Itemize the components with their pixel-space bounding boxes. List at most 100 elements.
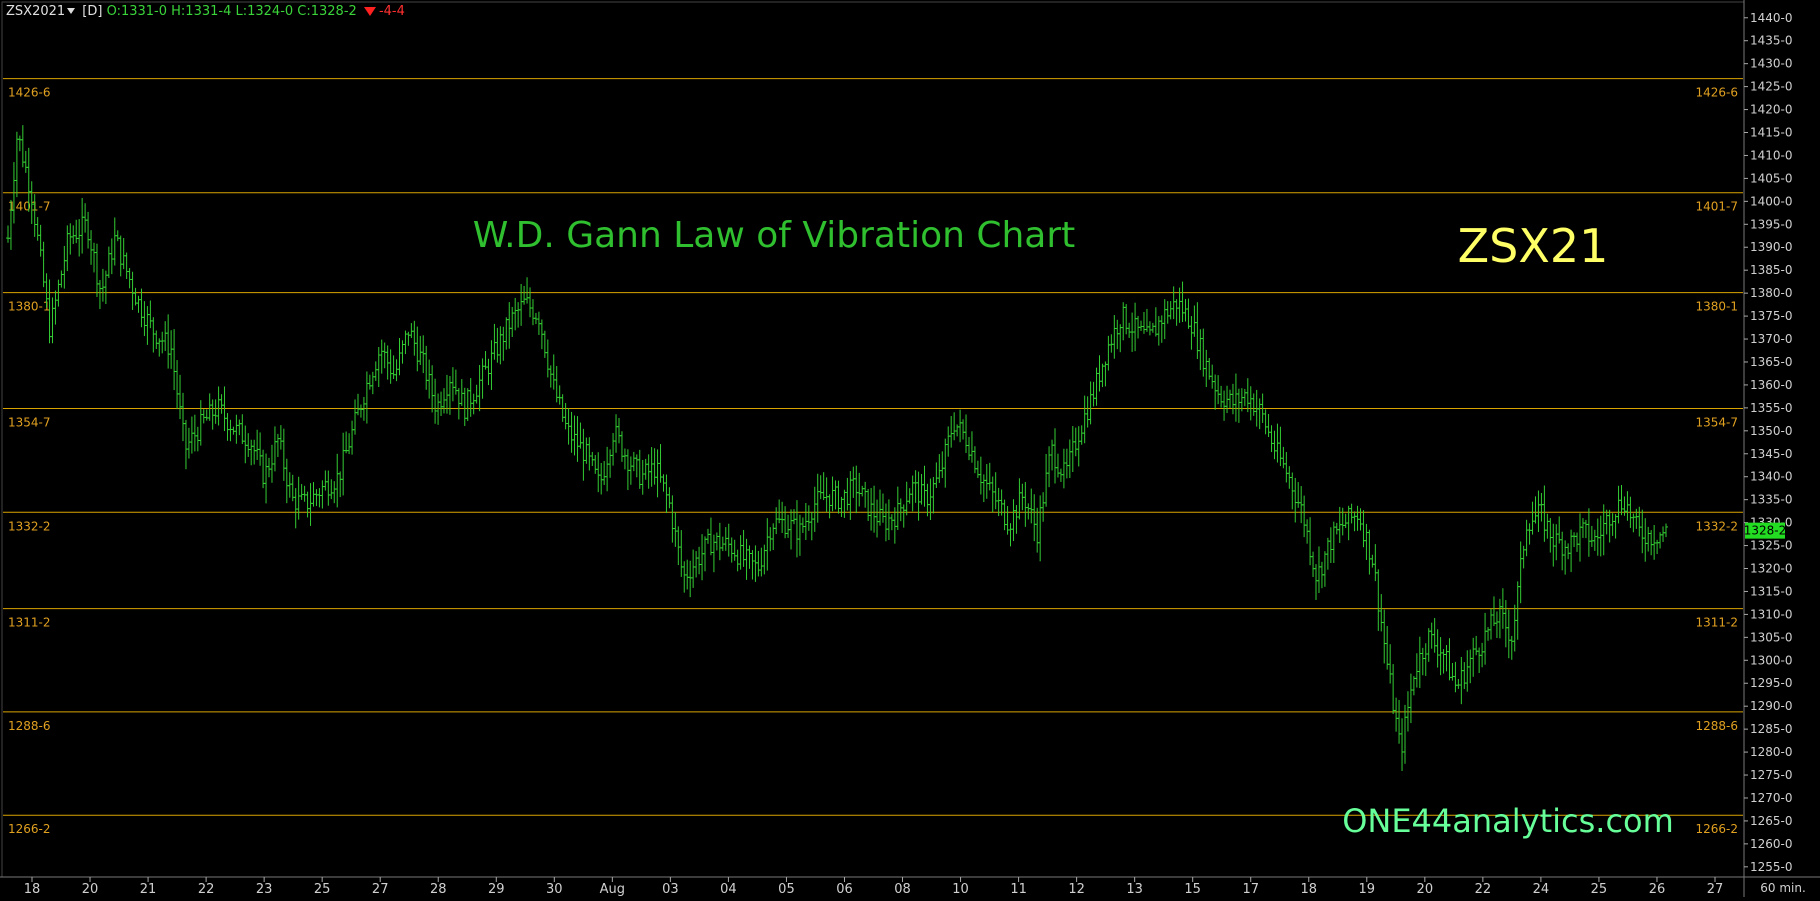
y-tick-label: 1365-0 — [1750, 355, 1793, 369]
x-tick-label: 06 — [836, 882, 853, 897]
level-label-left: 1380-1 — [8, 300, 51, 314]
x-tick-label: 17 — [1242, 882, 1259, 897]
x-tick-label: 21 — [140, 882, 157, 897]
time-axis: 18 20 21 22 23 25 27 28 29 30 Aug 03 04 05 06 08 10 11 12 1… — [24, 877, 1724, 897]
y-tick-label: 1370-0 — [1750, 332, 1793, 346]
level-label-left: 1288-6 — [8, 719, 51, 733]
y-tick-label: 1270-0 — [1750, 791, 1793, 805]
level-label-right: 1311-2 — [1695, 616, 1738, 630]
price-bars — [6, 125, 1668, 771]
x-tick-label: 18 — [1300, 882, 1317, 897]
symbol-name[interactable]: ZSX2021 — [6, 4, 66, 19]
y-tick-label: 1435-0 — [1750, 34, 1793, 48]
y-tick-label: 1395-0 — [1750, 217, 1793, 231]
x-tick-label: 27 — [1707, 882, 1724, 897]
y-tick-label: 1400-0 — [1750, 194, 1793, 208]
x-tick-label: 28 — [430, 882, 447, 897]
x-tick-label: 18 — [24, 882, 41, 897]
level-label-right: 1426-6 — [1695, 86, 1738, 100]
last-price-label: 1328-2 — [1744, 524, 1787, 538]
x-tick-label: 11 — [1010, 882, 1027, 897]
ohlc-readout: O:1331-0 H:1331-4 L:1324-0 C:1328-2 — [106, 4, 357, 19]
x-tick-label: 10 — [952, 882, 969, 897]
y-tick-label: 1415-0 — [1750, 126, 1793, 140]
price-axis: 1440-0 1435-0 1430-0 1425-0 1420-0 1415-0 1410… — [1744, 11, 1793, 874]
x-tick-label: 24 — [1533, 882, 1550, 897]
y-tick-label: 1385-0 — [1750, 263, 1793, 277]
level-label-right: 1332-2 — [1695, 519, 1738, 533]
y-tick-label: 1410-0 — [1750, 148, 1793, 162]
y-tick-label: 1275-0 — [1750, 768, 1793, 782]
level-label-right: 1401-7 — [1695, 200, 1738, 214]
chart-title: W.D. Gann Law of Vibration Chart — [473, 215, 1076, 256]
x-tick-label: 20 — [1417, 882, 1434, 897]
y-tick-label: 1305-0 — [1750, 630, 1793, 644]
x-tick-label: 25 — [1591, 882, 1608, 897]
x-tick-label: 20 — [82, 882, 99, 897]
level-label-left: 1311-2 — [8, 616, 51, 630]
y-tick-label: 1335-0 — [1750, 493, 1793, 507]
x-tick-label: 05 — [778, 882, 795, 897]
x-tick-label: Aug — [600, 882, 625, 897]
y-tick-label: 1300-0 — [1750, 653, 1793, 667]
level-label-left: 1426-6 — [8, 86, 51, 100]
chart-header: ZSX2021 [D] O:1331-0 H:1331-4 L:1324-0 C… — [6, 4, 405, 19]
gann-levels: 1426-61426-61401-71401-71380-11380-11354… — [3, 78, 1743, 836]
y-tick-label: 1325-0 — [1750, 539, 1793, 553]
y-tick-label: 1285-0 — [1750, 722, 1793, 736]
symbol-label: ZSX21 — [1458, 219, 1609, 273]
x-tick-label: 22 — [1475, 882, 1492, 897]
y-tick-label: 1265-0 — [1750, 814, 1793, 828]
y-tick-label: 1255-0 — [1750, 860, 1793, 874]
y-tick-label: 1295-0 — [1750, 676, 1793, 690]
x-tick-label: 03 — [662, 882, 679, 897]
x-tick-label: 08 — [894, 882, 911, 897]
y-tick-label: 1315-0 — [1750, 584, 1793, 598]
down-triangle-icon — [363, 7, 376, 16]
last-price-badge — [1745, 522, 1785, 539]
watermark: ONE44analytics.com — [1342, 802, 1674, 840]
y-tick-label: 1260-0 — [1750, 837, 1793, 851]
x-tick-label: 25 — [314, 882, 331, 897]
x-tick-label: 12 — [1068, 882, 1085, 897]
y-tick-label: 1405-0 — [1750, 171, 1793, 185]
y-tick-label: 1310-0 — [1750, 607, 1793, 621]
x-tick-label: 15 — [1184, 882, 1201, 897]
level-label-left: 1332-2 — [8, 519, 51, 533]
x-tick-label: 26 — [1649, 882, 1666, 897]
x-tick-label: 04 — [720, 882, 737, 897]
level-label-right: 1354-7 — [1695, 415, 1738, 429]
level-label-right: 1266-2 — [1695, 822, 1738, 836]
y-tick-label: 1290-0 — [1750, 699, 1793, 713]
y-tick-label: 1390-0 — [1750, 240, 1793, 254]
y-tick-label: 1360-0 — [1750, 378, 1793, 392]
level-label-right: 1380-1 — [1695, 300, 1738, 314]
y-tick-label: 1420-0 — [1750, 103, 1793, 117]
level-label-left: 1266-2 — [8, 822, 51, 836]
level-label-right: 1288-6 — [1695, 719, 1738, 733]
y-tick-label: 1375-0 — [1750, 309, 1793, 323]
x-tick-label: 19 — [1359, 882, 1376, 897]
x-tick-label: 23 — [256, 882, 273, 897]
y-tick-label: 1345-0 — [1750, 447, 1793, 461]
x-tick-label: 27 — [372, 882, 389, 897]
y-tick-label: 1355-0 — [1750, 401, 1793, 415]
x-tick-label: 30 — [546, 882, 563, 897]
change-readout: -4-4 — [378, 4, 405, 19]
level-label-left: 1354-7 — [8, 415, 51, 429]
y-tick-label: 1320-0 — [1750, 562, 1793, 576]
y-tick-label: 1280-0 — [1750, 745, 1793, 759]
y-tick-label: 1350-0 — [1750, 424, 1793, 438]
chevron-down-icon[interactable] — [67, 8, 76, 14]
timeframe-label: 60 min. — [1760, 881, 1806, 895]
x-tick-label: 13 — [1126, 882, 1143, 897]
interval-label: [D] — [82, 4, 103, 19]
y-tick-label: 1340-0 — [1750, 470, 1793, 484]
x-tick-label: 29 — [488, 882, 505, 897]
y-tick-label: 1425-0 — [1750, 80, 1793, 94]
y-tick-label: 1430-0 — [1750, 57, 1793, 71]
y-tick-label: 1380-0 — [1750, 286, 1793, 300]
y-tick-label: 1440-0 — [1750, 11, 1793, 25]
